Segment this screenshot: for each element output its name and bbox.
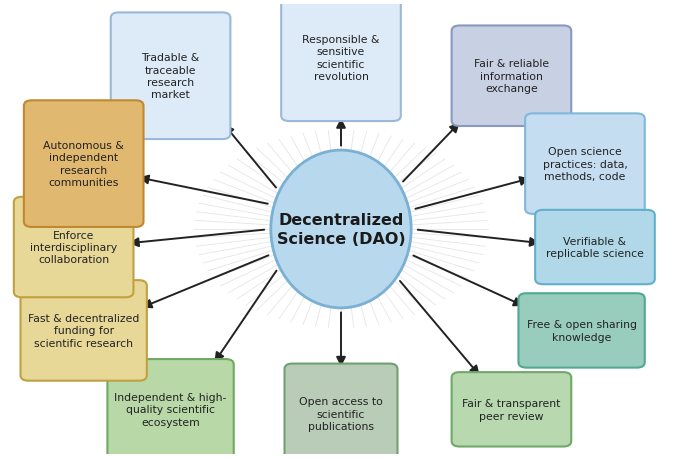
FancyBboxPatch shape <box>451 372 572 447</box>
Text: Open access to
scientific
publications: Open access to scientific publications <box>299 397 383 431</box>
FancyBboxPatch shape <box>107 359 234 459</box>
FancyBboxPatch shape <box>24 101 143 228</box>
FancyBboxPatch shape <box>14 197 134 297</box>
FancyBboxPatch shape <box>451 27 572 127</box>
Text: Independent & high-
quality scientific
ecosystem: Independent & high- quality scientific e… <box>115 392 226 427</box>
Text: Fair & transparent
peer review: Fair & transparent peer review <box>462 398 561 420</box>
FancyBboxPatch shape <box>281 0 401 122</box>
Ellipse shape <box>271 151 411 308</box>
Text: Decentralized
Science (DAO): Decentralized Science (DAO) <box>277 212 405 247</box>
FancyBboxPatch shape <box>20 280 147 381</box>
Text: Free & open sharing
knowledge: Free & open sharing knowledge <box>527 319 636 342</box>
FancyBboxPatch shape <box>525 114 644 214</box>
Text: Autonomous &
independent
research
communities: Autonomous & independent research commun… <box>43 141 124 188</box>
Text: Open science
practices: data,
methods, code: Open science practices: data, methods, c… <box>542 147 627 182</box>
Text: Verifiable &
replicable science: Verifiable & replicable science <box>546 236 644 259</box>
Text: Fast & decentralized
funding for
scientific research: Fast & decentralized funding for scienti… <box>28 313 139 348</box>
Text: Fair & reliable
information
exchange: Fair & reliable information exchange <box>474 59 549 94</box>
FancyBboxPatch shape <box>518 294 644 368</box>
Text: Responsible &
sensitive
scientific
revolution: Responsible & sensitive scientific revol… <box>302 35 380 82</box>
FancyBboxPatch shape <box>535 210 655 285</box>
Text: Tradable &
traceable
research
market: Tradable & traceable research market <box>141 53 200 100</box>
Text: Enforce
interdisciplinary
collaboration: Enforce interdisciplinary collaboration <box>30 230 117 265</box>
FancyBboxPatch shape <box>110 13 231 140</box>
FancyBboxPatch shape <box>284 364 398 459</box>
